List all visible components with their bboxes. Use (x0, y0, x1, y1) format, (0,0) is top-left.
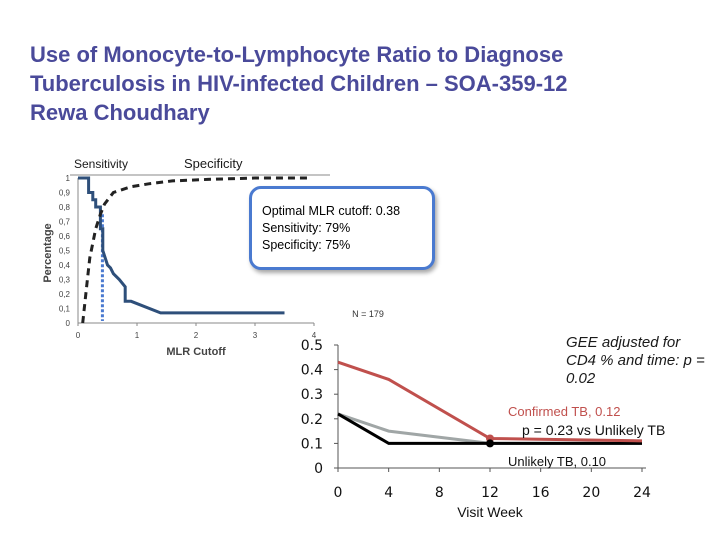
n-label: N = 179 (352, 309, 384, 319)
unlikely-tb-line (337, 412, 642, 445)
y-tick-label: 0,4 (59, 261, 71, 270)
y-tick-label: 0.1 (301, 436, 323, 452)
title-line-3: Rewa Choudhary (30, 100, 210, 125)
x-axis-label: Visit Week (457, 504, 524, 520)
x-tick-label: 4 (312, 331, 317, 340)
y-tick-label: 0,9 (59, 189, 71, 198)
mlr-cutoff-chart: Sensitivity Specificity 0 0,1 0,2 0,3 0,4 0,5… (42, 156, 330, 358)
y-tick-label: 0,1 (59, 305, 71, 314)
legend-sensitivity: Sensitivity (74, 157, 128, 171)
x-axis-label: MLR Cutoff (166, 346, 226, 358)
x-tick-label: 24 (633, 485, 651, 501)
x-tick-label: 4 (384, 485, 393, 501)
slide-title: Use of Monocyte-to-Lymphocyte Ratio to D… (30, 40, 710, 127)
x-tick-label: 3 (253, 331, 258, 340)
unlikely-tb-label: Unlikely TB, 0.10 (508, 454, 607, 469)
y-tick-label: 0.5 (301, 338, 323, 354)
confirmed-tb-label: Confirmed TB, 0.12 (508, 404, 621, 419)
x-tick-label: 2 (194, 331, 199, 340)
confirmed-tb-line (337, 360, 643, 443)
x-tick-label: 12 (481, 485, 499, 501)
title-line-2: Tuberculosis in HIV-infected Children – … (30, 71, 568, 96)
y-tick-label: 0,3 (59, 276, 71, 285)
y-axis-label: Percentage (42, 223, 54, 282)
callout-cutoff: Optimal MLR cutoff: 0.38 (262, 204, 401, 218)
y-tick-label: 0,7 (59, 218, 71, 227)
p-vs-unlikely-label: p = 0.23 vs Unlikely TB (522, 422, 666, 438)
x-tick-label: 8 (435, 485, 444, 501)
gee-annotation: GEE adjusted for CD4 % and time: p = 0.0… (566, 334, 705, 387)
callout-sensitivity: Sensitivity: 79% (262, 221, 351, 235)
y-tick-label: 0,8 (59, 203, 71, 212)
specificity-line (81, 176, 309, 324)
optimal-cutoff-callout: Optimal MLR cutoff: 0.38 Sensitivity: 79… (249, 186, 435, 270)
y-tick-label: 1 (66, 174, 71, 183)
y-tick-label: 0,6 (59, 232, 71, 241)
x-tick-label: 0 (76, 331, 81, 340)
x-tick-label: 0 (334, 485, 343, 501)
sensitivity-line (78, 176, 285, 315)
y-tick-label: 0 (66, 319, 71, 328)
y-tick-label: 0.4 (301, 363, 323, 379)
y-tick-label: 0,2 (59, 290, 71, 299)
visit-week-chart: N = 179 0 0.1 0.2 0.3 0.4 0.5 0 4 8 12 16 20 24 Vis… (301, 309, 651, 520)
y-tick-label: 0.3 (301, 387, 323, 403)
y-tick-label: 0 (314, 461, 323, 477)
unlikely-tb-point (486, 439, 494, 448)
y-tick-label: 0.2 (301, 412, 323, 428)
x-tick-label: 20 (582, 485, 600, 501)
legend-specificity: Specificity (184, 156, 243, 171)
x-tick-label: 16 (532, 485, 550, 501)
y-tick-label: 0,5 (59, 247, 71, 256)
title-line-1: Use of Monocyte-to-Lymphocyte Ratio to D… (30, 42, 564, 67)
x-tick-label: 1 (135, 331, 140, 340)
callout-specificity: Specificity: 75% (262, 238, 351, 252)
